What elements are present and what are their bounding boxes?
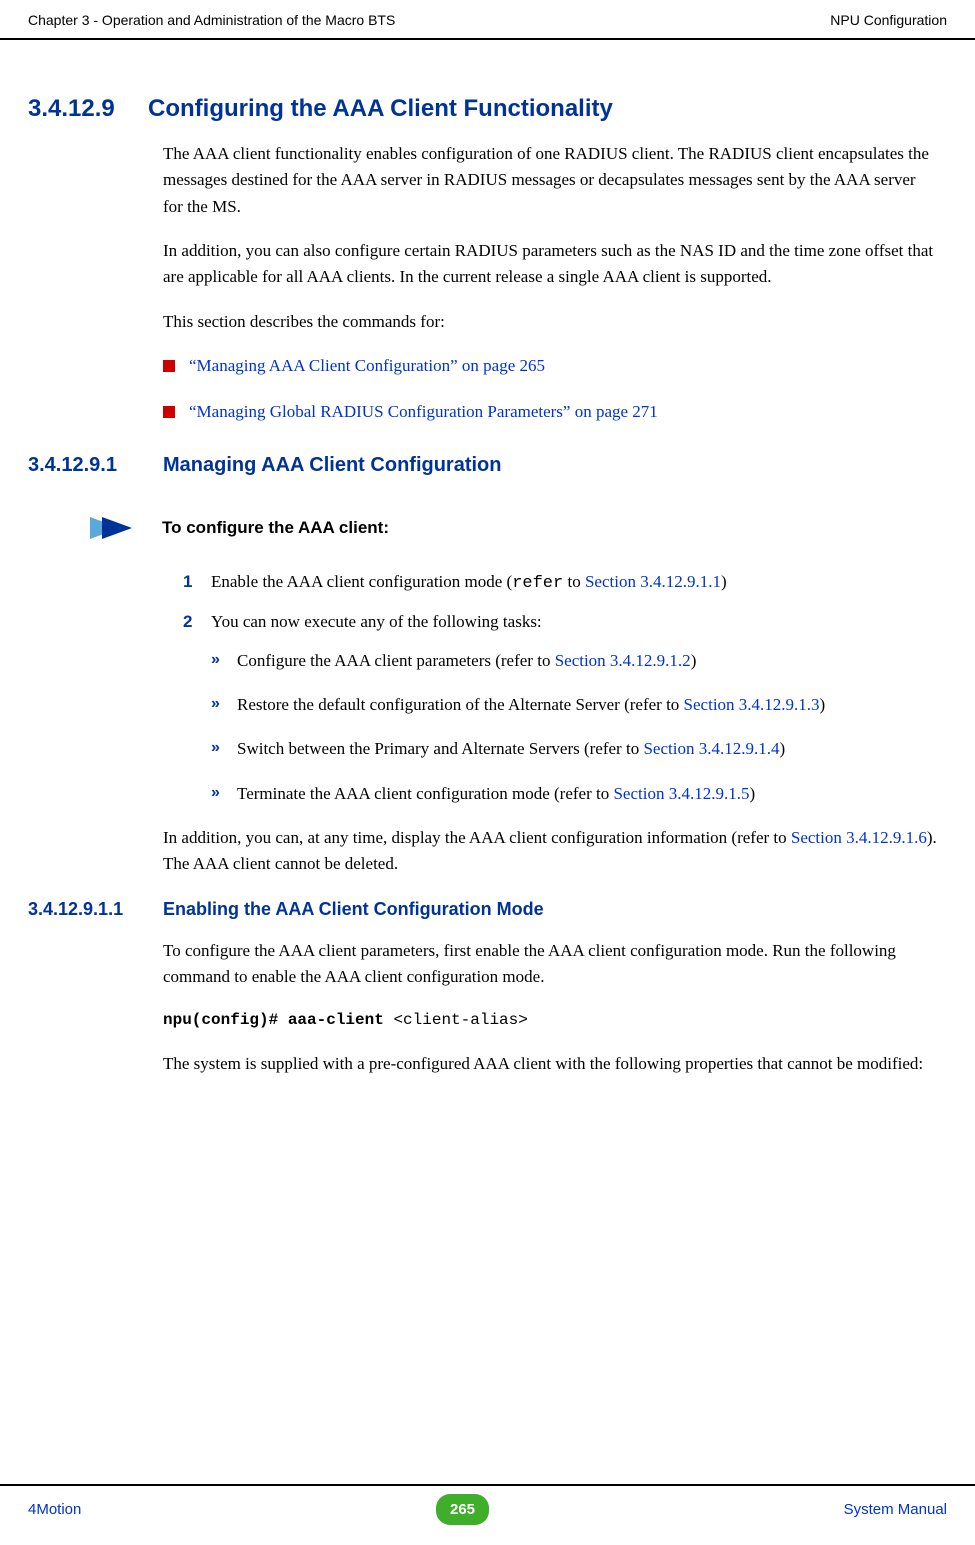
- sub-item: » Switch between the Primary and Alterna…: [211, 736, 937, 762]
- bullet-item: “Managing AAA Client Configuration” on p…: [163, 353, 947, 379]
- sub-item: » Terminate the AAA client configuration…: [211, 781, 937, 807]
- section-title: Managing AAA Client Configuration: [163, 450, 502, 481]
- section-title: Configuring the AAA Client Functionality: [148, 90, 613, 127]
- paragraph: In addition, you can, at any time, displ…: [163, 825, 937, 878]
- xref-link[interactable]: Section 3.4.12.9.1.4: [643, 739, 779, 758]
- command-line: npu(config)# aaa-client <client-alias>: [163, 1008, 937, 1033]
- paragraph: This section describes the commands for:: [163, 309, 937, 335]
- text: Terminate the AAA client configuration m…: [237, 784, 613, 803]
- sub-text: Terminate the AAA client configuration m…: [237, 781, 755, 807]
- paragraph: In addition, you can also configure cert…: [163, 238, 937, 291]
- square-bullet-icon: [163, 406, 175, 418]
- chevron-icon: »: [211, 692, 237, 718]
- footer-right: System Manual: [844, 1498, 947, 1521]
- xref-link[interactable]: Section 3.4.12.9.1.6: [791, 828, 927, 847]
- xref-link[interactable]: “Managing Global RADIUS Configuration Pa…: [189, 399, 658, 425]
- sub-text: Configure the AAA client parameters (ref…: [237, 648, 696, 674]
- subsection-heading: 3.4.12.9.1 Managing AAA Client Configura…: [28, 450, 947, 481]
- bullet-list: “Managing AAA Client Configuration” on p…: [163, 353, 947, 426]
- section-title: Enabling the AAA Client Configuration Mo…: [163, 896, 544, 924]
- text: Switch between the Primary and Alternate…: [237, 739, 643, 758]
- section-heading: 3.4.12.9 Configuring the AAA Client Func…: [28, 90, 947, 127]
- sub-list: » Configure the AAA client parameters (r…: [211, 648, 937, 807]
- text: ): [779, 739, 785, 758]
- xref-link[interactable]: Section 3.4.12.9.1.2: [555, 651, 691, 670]
- chevron-icon: »: [211, 781, 237, 807]
- command-bold: npu(config)# aaa-client: [163, 1011, 393, 1029]
- bullet-item: “Managing Global RADIUS Configuration Pa…: [163, 399, 947, 425]
- chevron-icon: »: [211, 736, 237, 762]
- text: ): [691, 651, 697, 670]
- section-number: 3.4.12.9: [28, 90, 148, 127]
- xref-link[interactable]: Section 3.4.12.9.1.1: [585, 572, 721, 591]
- paragraph: To configure the AAA client parameters, …: [163, 938, 937, 991]
- step: 2 You can now execute any of the followi…: [183, 609, 937, 635]
- numbered-list: 1 Enable the AAA client configuration mo…: [183, 569, 937, 636]
- page-number-badge: 265: [436, 1494, 489, 1525]
- xref-link[interactable]: Section 3.4.12.9.1.5: [613, 784, 749, 803]
- footer-left: 4Motion: [28, 1498, 81, 1521]
- page-footer: 4Motion 265 System Manual: [0, 1484, 975, 1525]
- procedure-label: To configure the AAA client:: [162, 515, 389, 541]
- sub-item: » Restore the default configuration of t…: [211, 692, 937, 718]
- command-arg: <client-alias>: [393, 1011, 527, 1029]
- header-left: Chapter 3 - Operation and Administration…: [28, 10, 395, 32]
- paragraph: The AAA client functionality enables con…: [163, 141, 937, 220]
- paragraph: The system is supplied with a pre-config…: [163, 1051, 937, 1077]
- page-content: 3.4.12.9 Configuring the AAA Client Func…: [0, 40, 975, 1078]
- page-header: Chapter 3 - Operation and Administration…: [0, 0, 975, 40]
- section-number: 3.4.12.9.1.1: [28, 896, 163, 924]
- chevron-icon: »: [211, 648, 237, 674]
- header-right: NPU Configuration: [830, 10, 947, 32]
- step-number: 1: [183, 569, 211, 597]
- text: Configure the AAA client parameters (ref…: [237, 651, 555, 670]
- procedure-heading: To configure the AAA client:: [90, 515, 947, 541]
- sub-item: » Configure the AAA client parameters (r…: [211, 648, 937, 674]
- text: ): [820, 695, 826, 714]
- square-bullet-icon: [163, 360, 175, 372]
- text: Enable the AAA client configuration mode…: [211, 572, 512, 591]
- text: ): [721, 572, 727, 591]
- subsubsection-heading: 3.4.12.9.1.1 Enabling the AAA Client Con…: [28, 896, 947, 924]
- text: ): [749, 784, 755, 803]
- xref-link[interactable]: Section 3.4.12.9.1.3: [684, 695, 820, 714]
- text: Restore the default configuration of the…: [237, 695, 684, 714]
- text: to: [563, 572, 585, 591]
- code-text: refer: [512, 574, 563, 593]
- triangle-icon: [90, 517, 120, 539]
- step-number: 2: [183, 609, 211, 635]
- sub-text: Switch between the Primary and Alternate…: [237, 736, 785, 762]
- step-text: Enable the AAA client configuration mode…: [211, 569, 727, 597]
- text: In addition, you can, at any time, displ…: [163, 828, 791, 847]
- sub-text: Restore the default configuration of the…: [237, 692, 825, 718]
- step-text: You can now execute any of the following…: [211, 609, 542, 635]
- step: 1 Enable the AAA client configuration mo…: [183, 569, 937, 597]
- xref-link[interactable]: “Managing AAA Client Configuration” on p…: [189, 353, 545, 379]
- section-number: 3.4.12.9.1: [28, 450, 163, 481]
